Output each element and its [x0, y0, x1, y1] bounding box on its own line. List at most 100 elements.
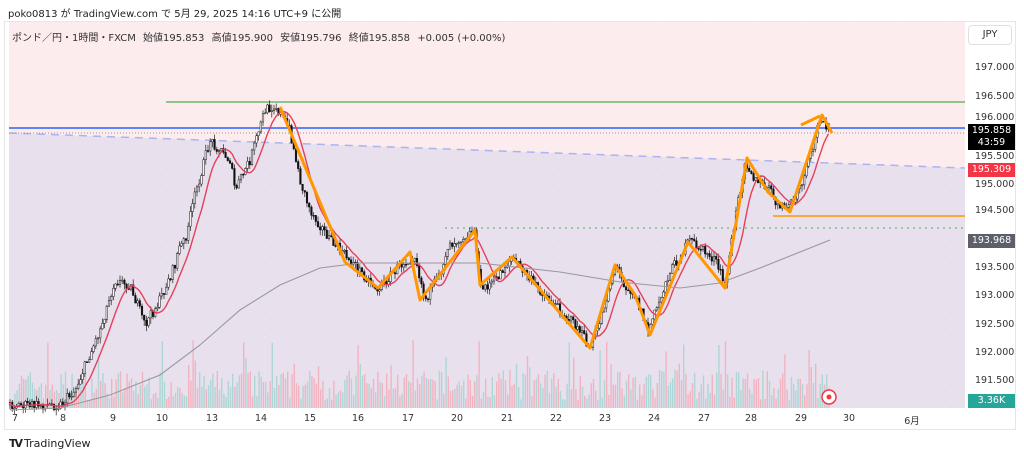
volume-bar [227, 380, 229, 408]
volume-bar [584, 395, 586, 408]
candle [666, 279, 669, 283]
volume-bar [755, 379, 757, 408]
volume-bar [784, 354, 786, 408]
volume-bar [408, 381, 410, 408]
volume-bar [696, 398, 698, 408]
volume-bar [320, 389, 322, 408]
tradingview-brand[interactable]: TV TradingView [9, 437, 91, 450]
volume-bar [562, 398, 564, 408]
volume-bar [625, 380, 628, 408]
candle [319, 226, 322, 231]
volume-bar [773, 387, 775, 408]
volume-bar [280, 374, 282, 408]
candle [305, 191, 309, 204]
candle [52, 404, 56, 411]
volume-bar [31, 382, 34, 408]
candle [272, 108, 276, 111]
volume-bar [287, 371, 289, 408]
candle [704, 246, 707, 255]
volume-bar [557, 379, 559, 408]
volume-bar [628, 374, 630, 408]
candle [264, 112, 267, 115]
volume-bar [232, 373, 234, 408]
candle [112, 288, 115, 297]
candle [334, 245, 337, 247]
volume-bar [672, 378, 674, 408]
candle [118, 279, 122, 285]
candle [673, 260, 676, 265]
volume-bar [775, 398, 777, 408]
candle [81, 373, 84, 380]
volume-bar [403, 377, 405, 408]
candle [453, 243, 456, 247]
candle [424, 295, 427, 300]
volume-bar [746, 373, 749, 408]
candle [488, 282, 491, 290]
candle [61, 401, 64, 405]
volume-bar [777, 388, 779, 408]
candle [787, 204, 790, 208]
time-label: 9 [109, 413, 117, 424]
volume-bar [212, 373, 214, 408]
volume-bar [18, 383, 20, 408]
time-label: 10 [155, 413, 169, 424]
zigzag-pattern [278, 106, 834, 350]
volume-bar [236, 382, 238, 408]
volume-bar [124, 388, 126, 408]
volume-bar [357, 345, 359, 408]
candle [187, 225, 190, 241]
candle [176, 253, 179, 269]
volume-bar [432, 379, 434, 408]
candle [719, 269, 722, 271]
candle [270, 110, 273, 112]
volume-bar [42, 398, 45, 408]
price-label: 193.500 [975, 262, 1015, 273]
volume-bar [821, 374, 823, 408]
time-label: 14 [254, 413, 268, 424]
volume-bar [639, 384, 641, 408]
volume-bar [36, 390, 38, 408]
volume-bar [326, 398, 328, 408]
volume-bar [251, 396, 254, 408]
volume-bar [663, 371, 665, 408]
volume-bar [412, 340, 414, 408]
volume-bar [34, 388, 36, 408]
time-label: 22 [549, 413, 563, 424]
volume-bar [254, 375, 256, 408]
volume-bar [69, 390, 71, 408]
volume-bar [245, 358, 247, 408]
candle [770, 185, 773, 190]
volume-bar [269, 381, 271, 408]
chart-frame[interactable] [4, 21, 1016, 430]
volume-bar [790, 376, 793, 408]
volume-bar [674, 369, 676, 408]
candle [420, 277, 423, 285]
volume-bar [115, 379, 117, 408]
volume-bar [302, 385, 304, 408]
volume-bar [434, 381, 436, 408]
candle [448, 242, 452, 250]
candle [497, 276, 500, 280]
volume-bar [401, 394, 403, 408]
volume-bar [71, 373, 73, 408]
candle [92, 345, 95, 352]
volume-bar [597, 399, 599, 408]
volume-bar [509, 370, 511, 408]
price-label: 197.000 [975, 62, 1015, 73]
volume-bar [676, 370, 678, 408]
volume-bar [698, 392, 700, 408]
volume-bar [309, 371, 311, 408]
volume-bar [757, 378, 760, 408]
candle [26, 401, 29, 403]
volume-bar [425, 377, 427, 408]
volume-bar [493, 395, 496, 408]
volume-bar [289, 397, 291, 408]
volume-bar [522, 373, 524, 408]
volume-bar [612, 384, 614, 408]
volume-bar [192, 340, 194, 408]
symbol-name[interactable]: ポンド／円・1時間・FXCM [12, 33, 136, 44]
currency-button[interactable]: JPY [968, 25, 1012, 45]
volume-bar [430, 378, 432, 408]
volume-bar [537, 374, 540, 408]
